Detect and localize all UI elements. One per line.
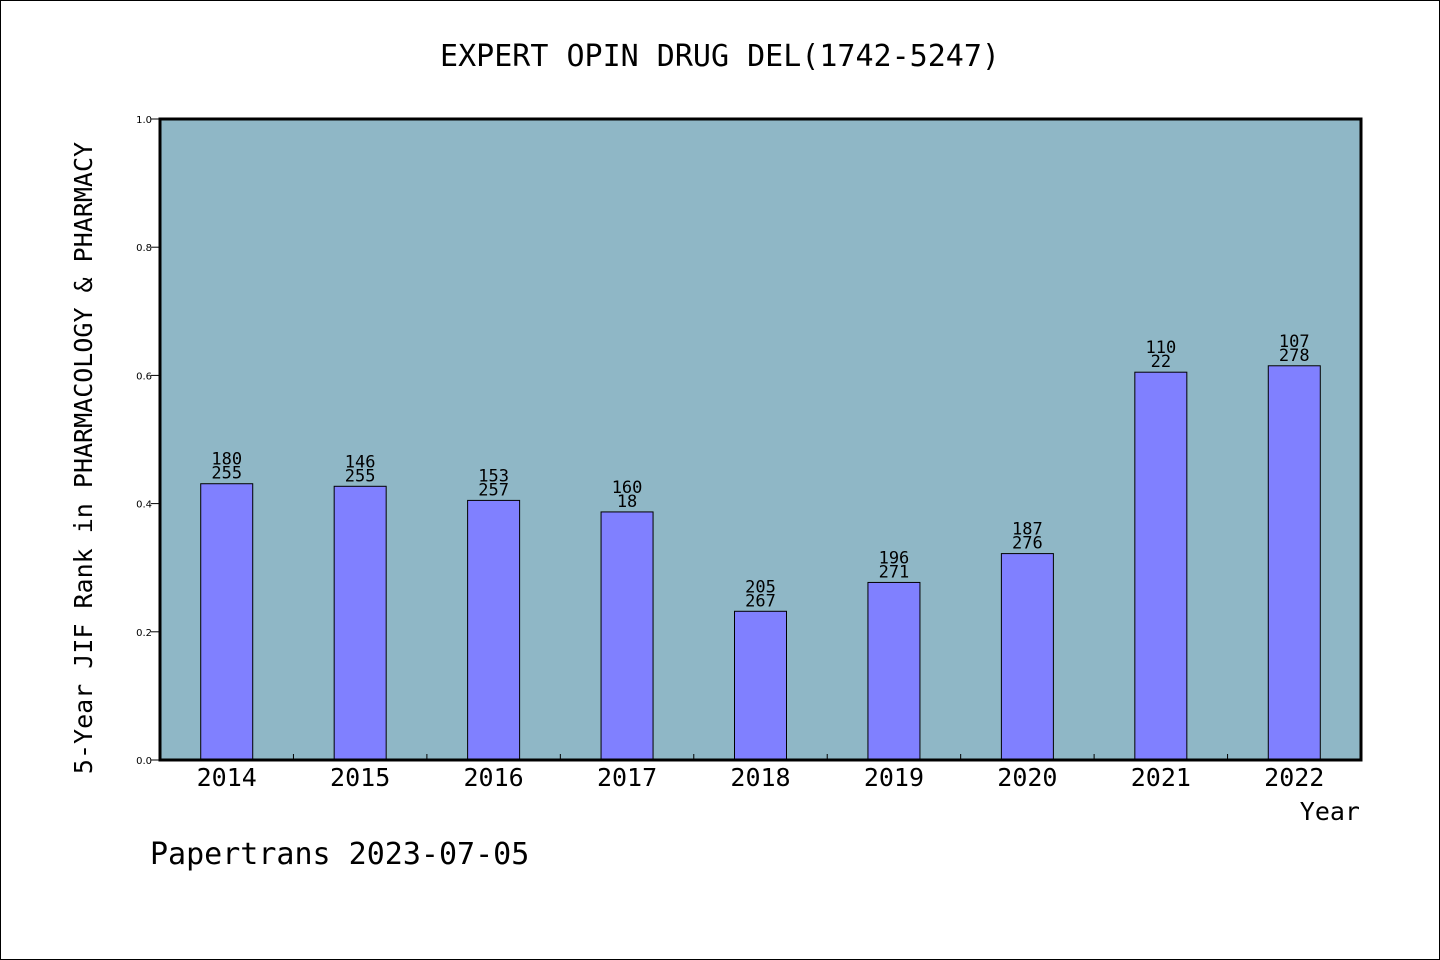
x-axis-label: Year <box>1300 797 1360 826</box>
bar-label-rank: 160 <box>612 478 643 498</box>
plot-border <box>158 117 1363 762</box>
y-tick-label: 0.0 <box>136 756 152 767</box>
y-axis: 0.0 0.2 0.4 0.6 0.8 1.0 <box>136 115 160 767</box>
y-tick-label: 0.4 <box>136 500 152 511</box>
bar-label-rank: 107 <box>1279 332 1310 352</box>
bar-label-total: 255 <box>211 464 242 484</box>
x-tick-label: 2018 <box>730 763 790 792</box>
chart-title: EXPERT OPIN DRUG DEL(1742-5247) <box>440 39 1000 74</box>
bar-2017 <box>600 511 654 761</box>
bar-2016 <box>467 499 521 761</box>
y-tick-label: 1.0 <box>136 115 152 126</box>
y-tick-label: 0.2 <box>136 628 152 639</box>
x-tick-label: 2020 <box>997 763 1057 792</box>
bar-label-rank: 180 <box>211 450 242 470</box>
x-axis: 2014 2015 2016 2017 2018 2019 2020 2021 2022 <box>197 754 1324 792</box>
x-tick-label: 2017 <box>597 763 657 792</box>
bar-label-rank: 187 <box>1012 520 1043 540</box>
x-tick-label: 2016 <box>464 763 524 792</box>
x-tick-label: 2019 <box>864 763 924 792</box>
y-tick-label: 0.8 <box>136 243 152 254</box>
x-tick-label: 2015 <box>330 763 390 792</box>
bar-label-total: 271 <box>879 562 910 582</box>
bar-2022 <box>1267 365 1321 761</box>
bar-2021 <box>1134 371 1188 761</box>
y-axis-label: 5-Year JIF Rank in PHARMACOLOGY & PHARMA… <box>69 142 98 774</box>
bar-label-rank: 196 <box>879 548 910 568</box>
bar-2020 <box>1000 553 1054 761</box>
bar-label-rank: 110 <box>1145 338 1176 358</box>
bar-label-total: 255 <box>345 466 376 486</box>
footer-text: Papertrans 2023-07-05 <box>150 837 529 872</box>
bar-label-total: 18 <box>617 492 637 512</box>
x-tick-label: 2022 <box>1264 763 1324 792</box>
x-tick-label: 2021 <box>1131 763 1191 792</box>
bar-label-total: 276 <box>1012 534 1043 554</box>
bar-label-total: 278 <box>1279 346 1310 366</box>
bar-label-rank: 153 <box>478 466 509 486</box>
x-tick-label: 2014 <box>197 763 257 792</box>
bar-2014 <box>200 483 254 761</box>
bar-label-rank: 146 <box>345 452 376 472</box>
bar-2018 <box>734 610 787 761</box>
bar-label-rank: 205 <box>745 577 776 597</box>
bar-2019 <box>867 581 921 761</box>
bar-label-total: 22 <box>1151 352 1171 372</box>
bar-label-total: 267 <box>745 591 776 611</box>
bar-label-total: 257 <box>478 480 509 500</box>
bar-2015 <box>333 485 387 761</box>
y-tick-label: 0.6 <box>136 371 152 382</box>
